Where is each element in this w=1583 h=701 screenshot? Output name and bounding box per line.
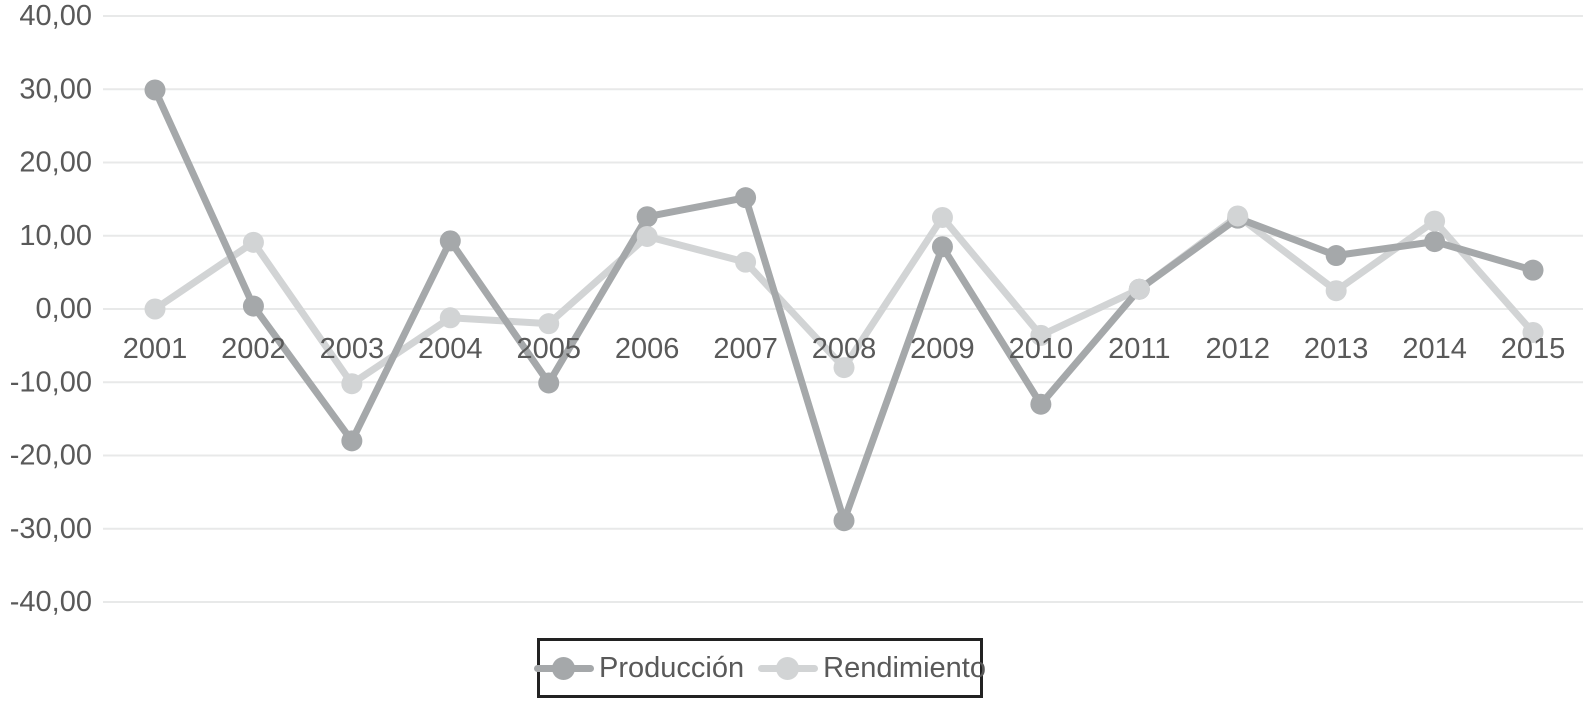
legend-item-produccion: Producción <box>534 651 745 684</box>
x-axis-label: 2015 <box>1501 333 1566 365</box>
chart-legend: Producción Rendimiento <box>534 638 986 698</box>
rendimiento-marker <box>636 225 658 247</box>
x-axis-label: 2005 <box>516 333 581 365</box>
rendimiento-marker <box>242 231 264 253</box>
rendimiento-marker <box>1227 205 1249 227</box>
produccion-marker <box>341 430 363 452</box>
x-axis-label: 2011 <box>1108 333 1170 365</box>
produccion-marker <box>242 295 264 317</box>
produccion-marker <box>439 230 461 252</box>
rendimiento-marker <box>931 206 953 228</box>
rendimiento-marker <box>1424 210 1446 232</box>
x-axis-label: 2008 <box>812 333 877 365</box>
produccion-marker <box>931 236 953 258</box>
rendimiento-marker <box>735 251 757 273</box>
produccion-marker <box>1522 259 1544 281</box>
rendimiento-marker <box>833 357 855 379</box>
legend-label-produccion: Producción <box>599 651 745 684</box>
produccion-marker <box>636 206 658 228</box>
x-axis-label: 2003 <box>320 333 385 365</box>
produccion-line-marker-icon <box>534 656 595 680</box>
y-axis-label: 40,00 <box>19 0 92 32</box>
produccion-marker <box>1424 231 1446 253</box>
x-axis-label: 2014 <box>1402 333 1467 365</box>
y-axis-label: 30,00 <box>19 73 92 105</box>
x-axis-label: 2006 <box>615 333 680 365</box>
y-axis-label: 10,00 <box>19 220 92 252</box>
rendimiento-line-marker-icon <box>758 656 819 680</box>
y-axis-label: 20,00 <box>19 147 92 179</box>
x-axis-label: 2010 <box>1009 333 1074 365</box>
legend-label-rendimiento: Rendimiento <box>823 651 986 684</box>
produccion-marker <box>144 79 166 101</box>
y-axis-label: -20,00 <box>10 440 92 472</box>
y-axis-label: -10,00 <box>10 366 92 398</box>
produccion-dot-icon <box>552 656 576 680</box>
produccion-marker <box>735 187 757 209</box>
x-axis-label: 2012 <box>1205 333 1270 365</box>
rendimiento-marker <box>1522 321 1544 343</box>
produccion-marker <box>1325 245 1347 267</box>
x-axis-label: 2002 <box>221 333 286 365</box>
produccion-marker <box>538 372 560 394</box>
y-axis-label: -40,00 <box>10 586 92 618</box>
rendimiento-marker <box>341 373 363 395</box>
rendimiento-marker <box>1325 280 1347 302</box>
y-axis-label: -30,00 <box>10 513 92 545</box>
rendimiento-marker <box>144 298 166 320</box>
x-axis-label: 2009 <box>910 333 975 365</box>
x-axis-label: 2013 <box>1304 333 1369 365</box>
y-axis-label: 0,00 <box>36 293 92 325</box>
rendimiento-marker <box>538 313 560 335</box>
rendimiento-marker <box>439 307 461 329</box>
legend-item-rendimiento: Rendimiento <box>758 651 986 684</box>
rendimiento-marker <box>1030 324 1052 346</box>
x-axis-label: 2001 <box>123 333 188 365</box>
produccion-marker <box>833 510 855 532</box>
rendimiento-dot-icon <box>776 656 800 680</box>
x-axis-label: 2007 <box>713 333 778 365</box>
rendimiento-marker <box>1128 278 1150 300</box>
produccion-marker <box>1030 393 1052 415</box>
x-axis-label: 2004 <box>418 333 483 365</box>
